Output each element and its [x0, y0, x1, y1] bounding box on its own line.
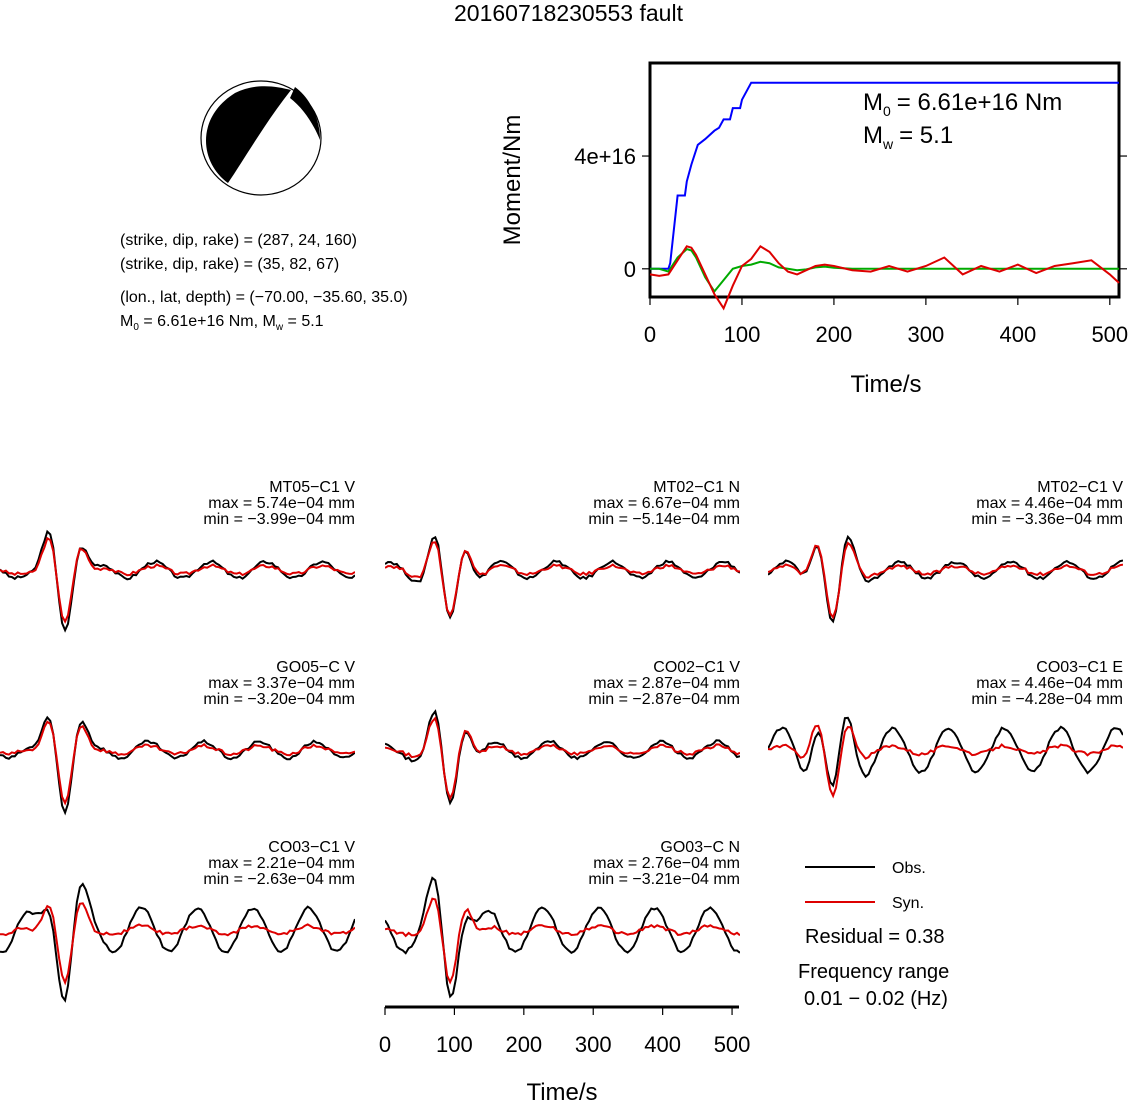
station-max: max = 4.46e−04 mm — [976, 675, 1123, 692]
nodal-plane-1: (strike, dip, rake) = (287, 24, 160) — [120, 232, 357, 249]
waveform-svg — [0, 882, 355, 1003]
moment-xtick-label: 200 — [816, 322, 853, 347]
moment-m0-annotation: M0 = 6.61e+16 Nm — [863, 89, 1062, 119]
moment-xtick-label: 400 — [999, 322, 1036, 347]
moment-ytick-label: 0 — [624, 257, 636, 282]
observed-trace — [768, 534, 1123, 624]
legend: Obs. Syn. — [805, 860, 926, 912]
station-name: GO03−C N — [660, 839, 740, 856]
synthetic-trace — [0, 536, 355, 624]
synthetic-trace — [0, 720, 355, 806]
station-max: max = 5.74e−04 mm — [208, 495, 355, 512]
m0-value: = 6.61e+16 Nm, M — [138, 313, 276, 330]
waveform-svg — [385, 709, 740, 806]
synthetic-trace — [385, 716, 740, 801]
moment-summary: M0 = 6.61e+16 Nm, Mw = 5.1 — [120, 313, 324, 337]
frequency-label: Frequency range — [798, 961, 950, 983]
waveform-svg — [768, 716, 1123, 799]
moment-xtick-label: 0 — [644, 322, 656, 347]
station-name: MT02−C1 N — [653, 479, 740, 496]
mw-value: = 5.1 — [283, 313, 324, 330]
synthetic-trace — [768, 541, 1123, 620]
station-min: min = −2.87e−04 mm — [588, 691, 740, 708]
station-min: min = −3.36e−04 mm — [971, 511, 1123, 528]
station-min: min = −2.63e−04 mm — [203, 871, 355, 888]
synthetic-trace — [768, 724, 1123, 799]
station-name: MT02−C1 V — [1037, 479, 1123, 496]
time-xtick-label: 300 — [575, 1032, 612, 1057]
time-xtick-label: 400 — [644, 1032, 681, 1057]
mw-subscript: w — [275, 322, 284, 334]
frequency-range: 0.01 − 0.02 (Hz) — [804, 988, 948, 1010]
station-max: max = 2.76e−04 mm — [593, 855, 740, 872]
moment-xtick-label: 300 — [908, 322, 945, 347]
waveform-svg — [768, 534, 1123, 624]
moment-series-0 — [650, 81, 1119, 270]
beachball-icon — [200, 80, 322, 196]
synthetic-trace — [385, 541, 740, 618]
station-max: max = 4.46e−04 mm — [976, 495, 1123, 512]
synthetic-trace — [0, 902, 355, 986]
observed-trace — [0, 529, 355, 633]
station-min: min = −3.99e−04 mm — [203, 511, 355, 528]
station-max: max = 6.67e−04 mm — [593, 495, 740, 512]
legend-syn-label: Syn. — [892, 895, 924, 912]
moment-series-2 — [649, 244, 1120, 311]
waveform-time-axis: 0 100 200 300 400 500 Time/s — [379, 1005, 751, 1104]
station-name: MT05−C1 V — [269, 479, 355, 496]
moment-ylabel: Moment/Nm — [499, 115, 526, 246]
hypocenter-location: (lon., lat, depth) = (−70.00, −35.60, 35… — [120, 289, 408, 306]
station-min: min = −3.20e−04 mm — [203, 691, 355, 708]
observed-trace — [385, 876, 740, 999]
observed-trace — [768, 716, 1123, 788]
moment-xlabel: Time/s — [850, 371, 921, 398]
station-name: CO02−C1 V — [653, 659, 740, 676]
moment-mw-annotation: Mw = 5.1 — [863, 122, 953, 152]
station-max: max = 3.37e−04 mm — [208, 675, 355, 692]
time-xtick-label: 100 — [436, 1032, 473, 1057]
waveform-svg — [0, 715, 355, 816]
station-min: min = −3.21e−04 mm — [588, 871, 740, 888]
moment-ytick-label: 4e+16 — [574, 144, 636, 169]
moment-plot-frame — [648, 61, 1121, 299]
moment-series-1 — [650, 247, 1119, 294]
station-name: GO05−C V — [276, 659, 355, 676]
waveform-svg — [385, 876, 740, 999]
time-xtick-label: 500 — [714, 1032, 751, 1057]
synthetic-trace — [385, 897, 740, 985]
station-name: CO03−C1 V — [268, 839, 355, 856]
station-min: min = −5.14e−04 mm — [588, 511, 740, 528]
observed-trace — [0, 882, 355, 1003]
time-xtick-label: 200 — [505, 1032, 542, 1057]
waveform-xlabel: Time/s — [526, 1079, 597, 1104]
moment-xtick-label: 500 — [1091, 322, 1128, 347]
waveform-svg — [385, 535, 740, 620]
station-name: CO03−C1 E — [1036, 659, 1123, 676]
station-min: min = −4.28e−04 mm — [971, 691, 1123, 708]
waveform-svg — [0, 529, 355, 633]
station-max: max = 2.21e−04 mm — [208, 855, 355, 872]
time-xtick-label: 0 — [379, 1032, 391, 1057]
m0-letter: M — [120, 313, 134, 330]
residual-text: Residual = 0.38 — [805, 926, 945, 948]
m0-subscript: 0 — [133, 322, 139, 334]
legend-obs-label: Obs. — [892, 860, 926, 877]
station-max: max = 2.87e−04 mm — [593, 675, 740, 692]
moment-xtick-label: 100 — [724, 322, 761, 347]
nodal-plane-2: (strike, dip, rake) = (35, 82, 67) — [120, 256, 340, 273]
page-title: 20160718230553 fault — [454, 0, 683, 26]
observed-trace — [385, 709, 740, 806]
